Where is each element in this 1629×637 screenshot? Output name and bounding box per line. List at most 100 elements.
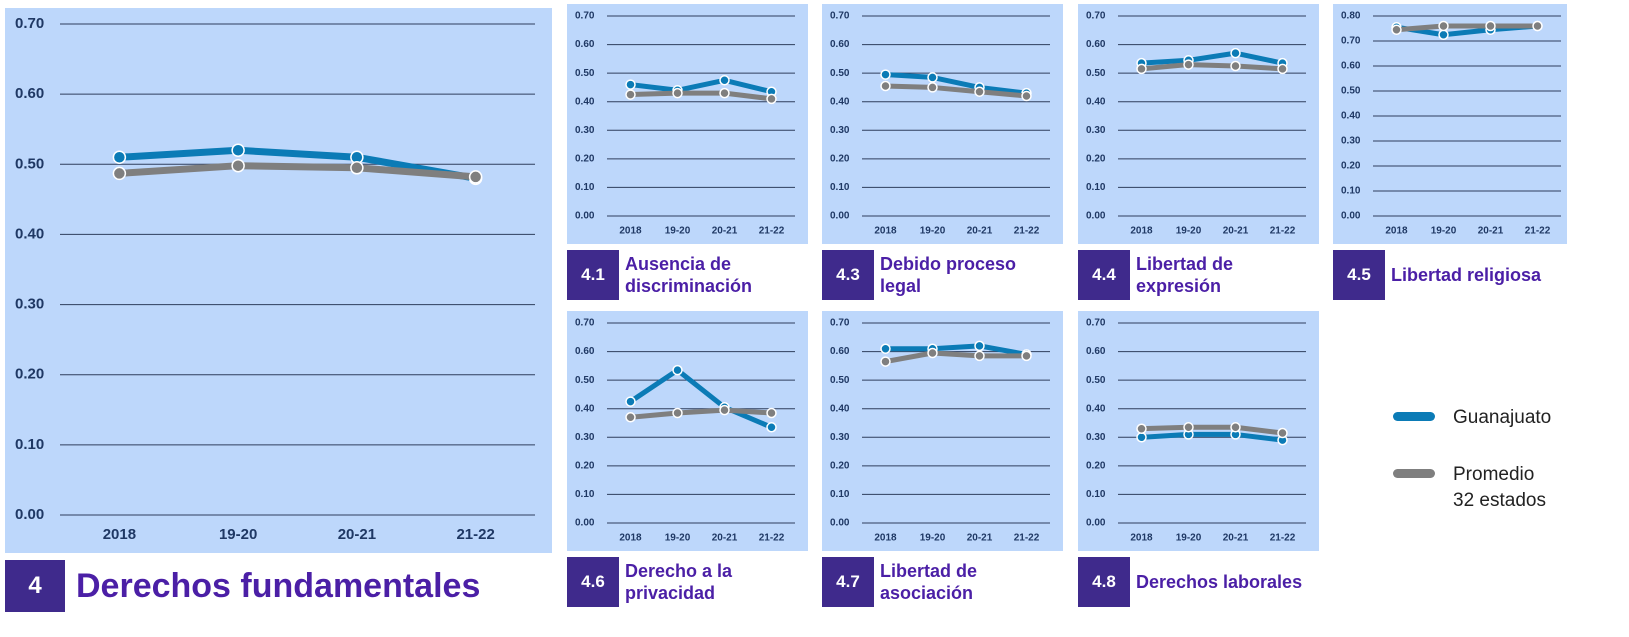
x-tick-label: 20-21 <box>1223 533 1249 544</box>
point <box>672 87 683 99</box>
x-tick-label: 21-22 <box>456 526 494 543</box>
y-tick-label: 0.10 <box>1086 489 1106 500</box>
series-line <box>885 350 1027 365</box>
x-tick-label: 20-21 <box>967 226 993 237</box>
point <box>1136 432 1147 443</box>
chart-number: 4.5 <box>1333 250 1385 300</box>
x-tick-label: 2018 <box>1130 226 1153 237</box>
point <box>468 170 483 184</box>
y-tick-label: 0.50 <box>575 68 595 79</box>
series-line <box>885 83 1027 99</box>
chart: 0.00 0.10 0.20 0.30 0.40 0.50 0.60 0.70 2018 19-2… <box>15 15 535 543</box>
point <box>625 412 636 423</box>
chart: 0.00 0.10 0.20 0.30 0.40 0.50 0.60 0.70 2018 19-2… <box>575 11 795 237</box>
y-tick-label: 0.20 <box>1341 161 1361 172</box>
y-tick-label: 0.60 <box>1341 61 1361 72</box>
y-tick-label: 0.50 <box>1341 86 1361 97</box>
point <box>719 87 730 99</box>
x-tick-label: 21-22 <box>1525 226 1551 237</box>
chart-number: 4.7 <box>822 557 874 607</box>
series-line <box>1141 50 1284 66</box>
point <box>1438 29 1449 40</box>
y-tick-label: 0.60 <box>830 346 850 357</box>
chart-title: Derechos laborales <box>1136 571 1303 592</box>
chart-title: Derechos fundamentales <box>76 566 481 605</box>
point <box>672 364 683 376</box>
point <box>1438 20 1449 32</box>
y-tick-label: 0.20 <box>830 460 850 471</box>
point <box>974 86 985 97</box>
point <box>766 407 777 419</box>
point <box>719 404 730 416</box>
point <box>880 80 891 92</box>
x-tick-label: 19-20 <box>920 226 946 237</box>
y-tick-label: 0.10 <box>830 489 850 500</box>
y-tick-label: 0.80 <box>1341 11 1361 22</box>
x-tick-label: 19-20 <box>665 226 691 237</box>
chart-panel: 0.00 0.10 0.20 0.30 0.40 0.50 0.60 0.70 2018 19-2… <box>1078 311 1319 551</box>
y-tick-label: 0.10 <box>575 182 595 193</box>
y-tick-label: 0.20 <box>575 460 595 471</box>
chart-title: Derecho a la privacidad <box>625 560 733 604</box>
series-line <box>119 162 476 181</box>
point <box>672 407 683 419</box>
y-tick-label: 0.40 <box>15 225 44 242</box>
x-tick-label: 19-20 <box>1176 533 1202 544</box>
legend-swatch <box>1393 412 1435 421</box>
point <box>719 75 730 86</box>
chart-title: Libertad religiosa <box>1391 264 1542 285</box>
legend-item: Promedio 32 estados <box>1393 462 1558 513</box>
series-line <box>119 146 477 182</box>
point <box>112 150 127 165</box>
point <box>625 396 636 407</box>
y-tick-label: 0.30 <box>575 125 595 136</box>
point <box>927 72 938 83</box>
y-tick-label: 0.50 <box>1086 68 1106 79</box>
legend-item: Guanajuato <box>1393 405 1583 431</box>
point <box>1021 350 1032 362</box>
chart-panel: 0.00 0.10 0.20 0.30 0.40 0.50 0.60 0.70 2018 19-2… <box>822 4 1063 244</box>
point <box>350 161 364 175</box>
x-tick-label: 21-22 <box>759 226 785 237</box>
series-line <box>1141 431 1283 443</box>
y-tick-label: 0.40 <box>1086 96 1106 107</box>
point <box>231 158 245 173</box>
y-tick-label: 0.40 <box>830 96 850 107</box>
y-tick-label: 0.00 <box>1086 518 1106 529</box>
chart-number: 4.8 <box>1078 557 1130 607</box>
x-tick-label: 21-22 <box>1270 226 1296 237</box>
y-tick-label: 0.30 <box>1086 125 1106 136</box>
chart-panel: 0.00 0.10 0.20 0.30 0.40 0.50 0.60 0.70 2018 19-2… <box>5 8 552 553</box>
point <box>880 343 891 354</box>
y-tick-label: 0.70 <box>1086 318 1106 329</box>
point <box>1230 60 1241 72</box>
x-tick-label: 2018 <box>874 533 897 544</box>
point <box>1021 90 1032 102</box>
chart-panel: 0.00 0.10 0.20 0.30 0.40 0.50 0.60 0.70 2018 19-2… <box>567 4 808 244</box>
point <box>974 350 985 362</box>
y-tick-label: 0.30 <box>830 125 850 136</box>
y-tick-label: 0.00 <box>575 211 595 222</box>
chart: 0.00 0.10 0.20 0.30 0.40 0.50 0.60 0.70 0.80 2018… <box>1341 11 1561 237</box>
x-tick-label: 19-20 <box>665 533 691 544</box>
y-tick-label: 0.50 <box>15 155 44 172</box>
y-tick-label: 0.40 <box>575 96 595 107</box>
y-tick-label: 0.60 <box>575 39 595 50</box>
y-tick-label: 0.10 <box>830 182 850 193</box>
point <box>766 422 777 433</box>
point <box>625 79 636 90</box>
x-tick-label: 19-20 <box>219 526 257 543</box>
point <box>927 347 938 359</box>
x-tick-label: 21-22 <box>1014 533 1040 544</box>
chart: 0.00 0.10 0.20 0.30 0.40 0.50 0.60 0.70 2018 19-2… <box>575 318 795 544</box>
series-line <box>1141 424 1283 436</box>
point <box>1136 63 1147 75</box>
y-tick-label: 0.70 <box>1086 11 1106 22</box>
point <box>880 69 891 80</box>
y-tick-label: 0.50 <box>1086 375 1106 386</box>
y-tick-label: 0.00 <box>15 506 44 523</box>
chart-number: 4.1 <box>567 250 619 300</box>
y-tick-label: 0.40 <box>575 403 595 414</box>
point <box>1183 59 1194 70</box>
